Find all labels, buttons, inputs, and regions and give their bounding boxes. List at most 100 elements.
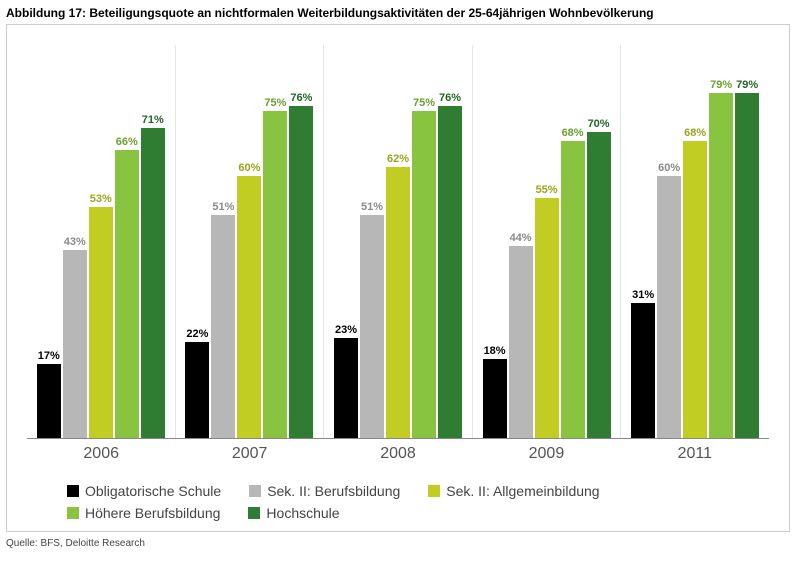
legend-item: Höhere Berufsbildung [67, 505, 220, 521]
bar-value-label: 51% [361, 201, 383, 213]
bar-value-label: 76% [439, 92, 461, 104]
legend-item: Sek. II: Allgemeinbildung [428, 483, 599, 499]
bar-groups: 17% 43% 53% 66% 71% 22% 51% 60% 75% 76% 23% 51% 62% 7… [27, 45, 769, 438]
bar-value-label: 18% [484, 345, 506, 357]
bar [37, 364, 61, 438]
bar-wrap: 53% [89, 45, 113, 438]
bar-wrap: 76% [289, 45, 313, 438]
bar [211, 215, 235, 438]
legend-swatch [67, 485, 79, 497]
bar [237, 176, 261, 438]
bar-wrap: 18% [483, 45, 507, 438]
legend-item: Obligatorische Schule [67, 483, 221, 499]
bar-value-label: 71% [142, 114, 164, 126]
x-axis-label: 2009 [472, 441, 620, 469]
bar-value-label: 55% [536, 184, 558, 196]
legend-label: Obligatorische Schule [85, 483, 221, 499]
bar-wrap: 75% [263, 45, 287, 438]
bar-value-label: 70% [588, 118, 610, 130]
bar-value-label: 43% [64, 236, 86, 248]
bar [535, 198, 559, 438]
bar-wrap: 75% [412, 45, 436, 438]
legend: Obligatorische Schule Sek. II: Berufsbild… [67, 483, 729, 521]
legend-label: Höhere Berufsbildung [85, 505, 220, 521]
bar [141, 128, 165, 438]
bar [683, 141, 707, 438]
chart-frame: 17% 43% 53% 66% 71% 22% 51% 60% 75% 76% 23% 51% 62% 7… [6, 24, 790, 532]
bar-value-label: 60% [658, 162, 680, 174]
bar-value-label: 22% [186, 328, 208, 340]
bar-group: 17% 43% 53% 66% 71% [27, 45, 175, 438]
bar-group: 23% 51% 62% 75% 76% [323, 45, 472, 438]
chart-title: Abbildung 17: Beteiligungsquote an nicht… [0, 0, 796, 24]
bar-value-label: 17% [38, 350, 60, 362]
x-axis-label: 2008 [324, 441, 472, 469]
bar-wrap: 43% [63, 45, 87, 438]
legend-item: Hochschule [248, 505, 339, 521]
bar-group: 22% 51% 60% 75% 76% [175, 45, 324, 438]
x-axis: 20062007200820092011 [27, 441, 769, 469]
legend-item: Sek. II: Berufsbildung [249, 483, 400, 499]
bar [657, 176, 681, 438]
bar-wrap: 79% [709, 45, 733, 438]
bar-value-label: 60% [238, 162, 260, 174]
bar-value-label: 68% [684, 127, 706, 139]
bar-value-label: 79% [710, 79, 732, 91]
bar [334, 338, 358, 438]
bar-wrap: 76% [438, 45, 462, 438]
bar-value-label: 68% [562, 127, 584, 139]
legend-swatch [249, 485, 261, 497]
bar-value-label: 31% [632, 289, 654, 301]
bar-value-label: 75% [264, 97, 286, 109]
bar-value-label: 66% [116, 136, 138, 148]
bar [412, 111, 436, 439]
bar [709, 93, 733, 438]
bar-wrap: 66% [115, 45, 139, 438]
bar-group: 18%44%55% 68% 70% [472, 45, 621, 438]
bar-wrap: 22% [185, 45, 209, 438]
plot-area: 17% 43% 53% 66% 71% 22% 51% 60% 75% 76% 23% 51% 62% 7… [27, 45, 769, 439]
bar [735, 93, 759, 438]
bar-wrap: 55% [535, 45, 559, 438]
bar-wrap: 51% [360, 45, 384, 438]
bar [89, 207, 113, 438]
bar [631, 303, 655, 438]
source-text: Quelle: BFS, Deloitte Research [0, 532, 796, 549]
bar-group: 31% 60% 68% 79% 79% [620, 45, 769, 438]
x-axis-label: 2007 [175, 441, 323, 469]
bar-wrap: 51% [211, 45, 235, 438]
bar-wrap: 62% [386, 45, 410, 438]
legend-swatch [428, 485, 440, 497]
bar-value-label: 79% [736, 79, 758, 91]
bar-value-label: 53% [90, 193, 112, 205]
bar-wrap: 70% [587, 45, 611, 438]
bar [185, 342, 209, 438]
legend-swatch [248, 507, 260, 519]
bar [263, 111, 287, 439]
bar-value-label: 51% [212, 201, 234, 213]
bar [386, 167, 410, 438]
bar [360, 215, 384, 438]
bar-wrap: 68% [561, 45, 585, 438]
bar-wrap: 71% [141, 45, 165, 438]
bar-wrap: 17% [37, 45, 61, 438]
bar-wrap: 60% [237, 45, 261, 438]
bar-value-label: 75% [413, 97, 435, 109]
bar [438, 106, 462, 438]
bar [483, 359, 507, 438]
bar [509, 246, 533, 438]
bar-value-label: 62% [387, 153, 409, 165]
legend-swatch [67, 507, 79, 519]
bar-value-label: 23% [335, 324, 357, 336]
legend-label: Hochschule [266, 505, 339, 521]
bar-wrap: 44% [509, 45, 533, 438]
x-axis-label: 2011 [621, 441, 769, 469]
legend-label: Sek. II: Berufsbildung [267, 483, 400, 499]
x-axis-label: 2006 [27, 441, 175, 469]
bar [561, 141, 585, 438]
bar-value-label: 76% [290, 92, 312, 104]
bar [115, 150, 139, 438]
bar-wrap: 31% [631, 45, 655, 438]
bar-wrap: 60% [657, 45, 681, 438]
legend-label: Sek. II: Allgemeinbildung [446, 483, 599, 499]
